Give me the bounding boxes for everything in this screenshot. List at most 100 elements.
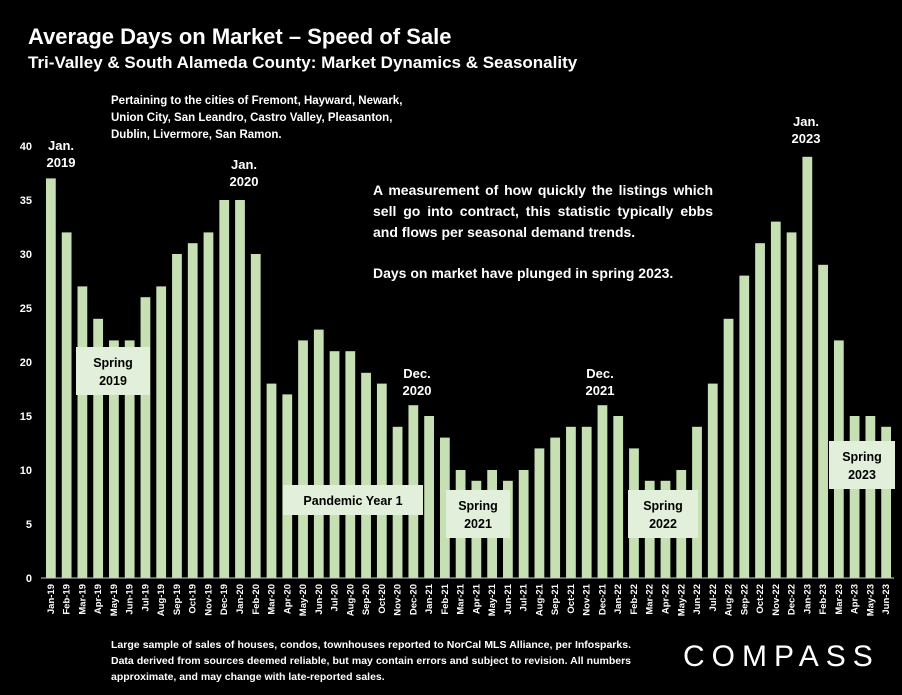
bar [109,340,119,578]
x-tick-label: Jun-21 [503,583,514,614]
season-label-text: 2022 [649,517,677,531]
season-label-text: 2023 [848,468,876,482]
bar [203,232,214,578]
x-tick-label: Oct-20 [377,584,388,614]
y-tick-label: 25 [20,303,32,315]
bar [802,156,813,579]
bar [219,200,230,578]
bar [707,383,718,578]
bar [61,232,72,578]
x-tick-label: May-21 [487,583,498,616]
peak-annotation: Jan. [48,138,74,153]
bar [534,448,545,578]
season-label-box [446,490,510,538]
x-tick-label: Dec-22 [787,584,798,615]
x-tick-label: Sep-19 [172,584,183,615]
y-tick-label: 40 [20,141,32,153]
season-label-text: Spring [842,450,882,464]
x-tick-label: Jun-19 [125,584,136,615]
x-tick-label: Mar-23 [834,584,845,615]
peak-annotation: Jan. [231,157,257,172]
x-tick-label: May-23 [865,584,876,616]
x-tick-label: Aug-19 [156,584,167,616]
x-tick-label: Apr-21 [471,583,482,614]
x-tick-label: Oct-22 [755,584,766,614]
season-label-box [628,490,698,538]
x-tick-label: Jul-19 [140,584,151,611]
peak-annotation: Dec. [403,366,430,381]
y-tick-label: 5 [26,519,32,531]
x-tick-label: Feb-19 [62,584,73,615]
y-tick-label: 35 [20,195,32,207]
bar [172,254,182,578]
x-tick-label: Jul-20 [330,584,341,611]
bar [723,318,734,578]
x-tick-label: Feb-20 [251,584,262,615]
peak-annotation: 2019 [47,155,76,170]
bar [881,426,892,578]
x-tick-label: Mar-19 [77,584,88,615]
peak-annotation: 2021 [586,383,615,398]
x-tick-label: Nov-20 [393,584,404,616]
season-label-text: 2021 [464,517,492,531]
x-tick-label: Aug-22 [724,584,735,616]
bar [45,178,56,578]
x-tick-label: Apr-19 [93,584,104,614]
x-tick-label: Nov-21 [582,583,593,615]
season-label-box [829,441,895,489]
bar [266,383,277,578]
x-tick-label: May-19 [109,584,120,616]
bar [93,318,104,578]
bar [124,340,135,578]
description-paragraph-2: Days on market have plunged in spring 20… [373,265,674,281]
bar [424,416,434,578]
y-tick-label: 0 [26,573,32,585]
bar [786,232,797,578]
bar [518,470,529,578]
x-tick-label: Apr-20 [282,584,293,614]
bar [77,286,88,578]
season-label-box [76,347,150,395]
x-tick-label: Feb-22 [629,584,640,615]
season-label-text: Pandemic Year 1 [303,494,402,508]
season-label-text: 2019 [99,374,127,388]
bar [755,243,765,578]
x-tick-label: Jan-20 [235,584,246,614]
chart-subtitle: Tri-Valley & South Alameda County: Marke… [28,53,578,72]
x-tick-label: Nov-19 [203,584,214,616]
bar [313,329,324,578]
compass-logo: COMPASS [683,640,880,673]
x-tick-label: Apr-22 [660,584,671,614]
x-tick-label: Jan-23 [802,584,813,614]
y-tick-label: 15 [20,411,32,423]
bar [329,351,340,578]
x-tick-label: Jun-20 [314,584,325,615]
bar [550,437,561,578]
x-tick-label: May-22 [676,584,687,616]
x-tick-label: Dec-21 [597,583,608,615]
x-tick-label: Sep-22 [739,584,750,615]
season-label-box [283,485,423,515]
x-tick-label: Mar-20 [267,584,278,615]
description: A measurement of how quickly the listing… [373,180,713,304]
bar [770,221,781,578]
peak-annotation: 2020 [403,383,432,398]
bar [235,200,245,578]
x-tick-label: Jul-22 [708,584,719,611]
x-tick-label: Jan-22 [613,584,624,614]
peak-annotation: 2023 [792,131,821,146]
peak-annotation: 2020 [230,174,259,189]
x-tick-label: May-20 [298,584,309,616]
y-tick-label: 30 [20,249,32,261]
bar [361,372,371,578]
bar [613,416,624,578]
bar [818,264,828,578]
x-tick-label: Oct-21 [566,583,577,613]
bar [597,405,608,578]
bar [187,243,198,578]
x-tick-label: Feb-23 [818,584,829,615]
season-label-text: Spring [93,356,133,370]
x-tick-label: Apr-23 [850,584,861,614]
x-tick-label: Mar-22 [645,584,656,615]
